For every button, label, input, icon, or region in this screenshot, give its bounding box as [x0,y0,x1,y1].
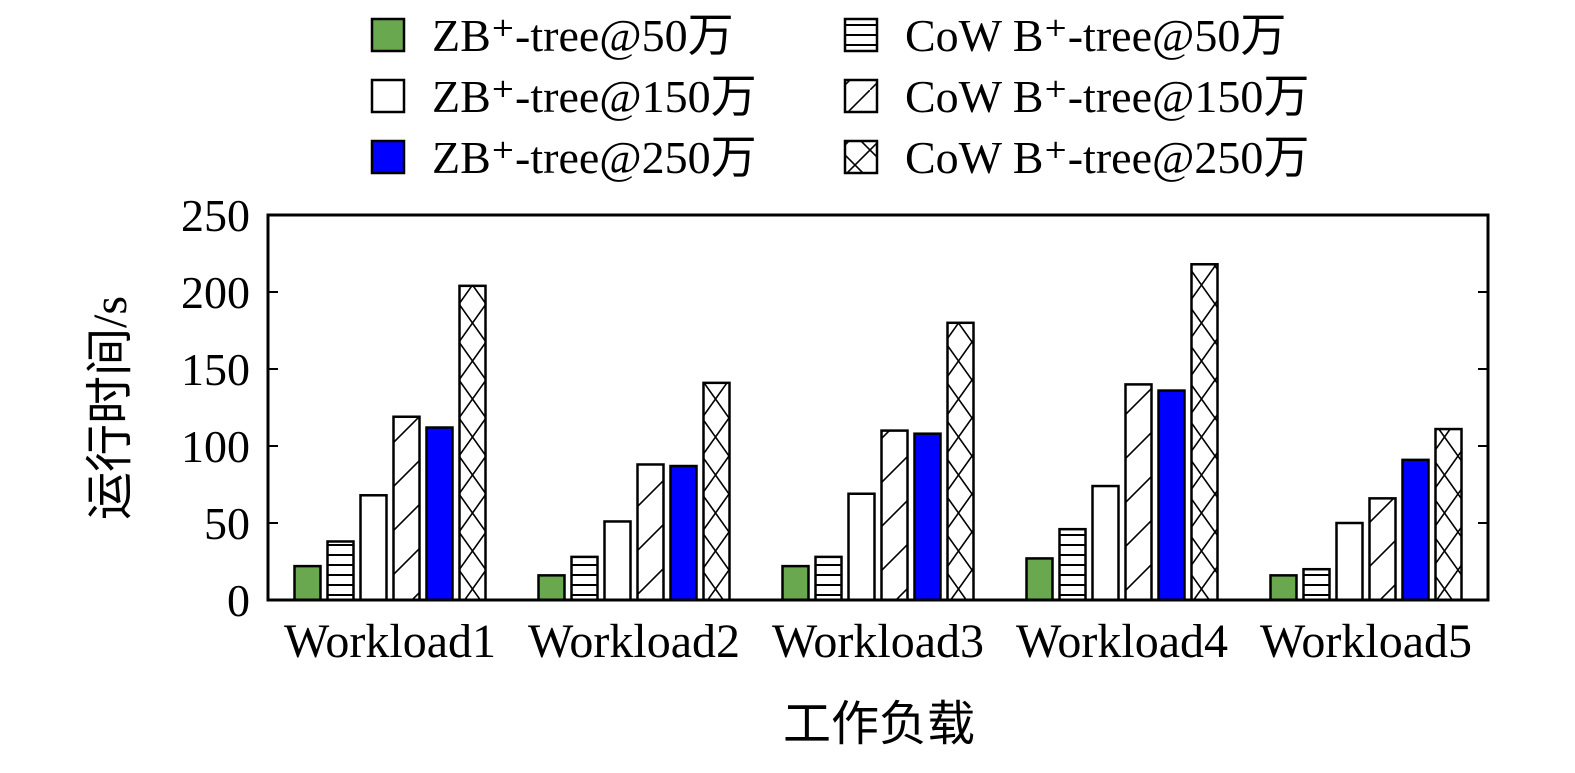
y-tick-label: 0 [227,575,250,626]
legend-swatch [843,78,879,114]
legend-swatch [843,17,879,53]
x-tick-label: Workload2 [528,615,740,668]
x-axis: Workload1 Workload2 Workload3 Workload4 Work… [284,615,1472,668]
bar-workload1-series-5 [425,426,454,602]
bar-workload1-series-2 [326,540,355,602]
y-axis-title: 运行时间/s [84,296,137,520]
bar-workload1-series-3 [359,494,388,602]
y-tick-label: 200 [181,267,250,318]
x-tick-label: Workload4 [1016,615,1228,668]
legend-swatch [370,139,406,175]
bar-workload4-series-4 [1124,383,1153,602]
bar-workload4-series-3 [1091,484,1120,602]
bar-workload2-series-1 [537,574,566,602]
bar-workload1-series-6 [458,284,487,602]
x-tick-label: Workload1 [284,615,496,668]
bar-workload4-series-1 [1025,557,1054,602]
legend-label: ZB⁺-tree@250万 [432,132,757,183]
y-tick-label: 100 [181,421,250,472]
bar-workload2-series-3 [603,520,632,602]
bar-workload1-series-1 [293,564,322,602]
bar-workload3-series-6 [946,321,975,602]
bar-workload1-series-4 [392,415,421,602]
bar-workload3-series-4 [880,429,909,602]
bar-workload3-series-3 [847,492,876,602]
legend-swatch [843,139,879,175]
y-tick-label: 50 [204,498,250,549]
bar-workload5-series-1 [1269,574,1298,602]
bar-workload5-series-5 [1401,458,1430,602]
bar-workload5-series-4 [1368,497,1397,602]
bar-workload4-series-5 [1157,389,1186,602]
bar-workload4-series-6 [1190,263,1219,602]
bar-workload5-series-6 [1434,427,1463,602]
x-tick-label: Workload5 [1260,615,1472,668]
bar-workload4-series-2 [1058,527,1087,602]
bar-workload5-series-2 [1302,567,1331,602]
plot-frame [266,213,1490,602]
y-axis: 0 50 100 150 200 250 [181,190,1488,626]
legend-swatch [370,78,406,114]
legend-label: ZB⁺-tree@150万 [432,71,757,122]
legend-swatch [370,17,406,53]
bar-workload2-series-4 [636,463,665,602]
x-tick-label: Workload3 [772,615,984,668]
bar-workload3-series-1 [781,564,810,602]
y-tick-label: 150 [181,344,250,395]
bar-workload3-series-5 [913,432,942,602]
legend-label: ZB⁺-tree@50万 [432,10,734,61]
legend-label: CoW B⁺-tree@150万 [905,71,1309,122]
legend: ZB⁺-tree@50万 CoW B⁺-tree@50万 ZB⁺-tree@150万… [370,10,1309,183]
bars-group [293,263,1463,602]
legend-label: CoW B⁺-tree@250万 [905,132,1309,183]
bar-workload2-series-5 [669,464,698,602]
bar-workload2-series-6 [702,381,731,602]
bar-workload3-series-2 [814,555,843,602]
legend-label: CoW B⁺-tree@50万 [905,10,1286,61]
x-axis-title: 工作负载 [783,698,975,751]
y-tick-label: 250 [181,190,250,241]
bar-workload2-series-2 [570,555,599,602]
bar-workload5-series-3 [1335,521,1364,602]
